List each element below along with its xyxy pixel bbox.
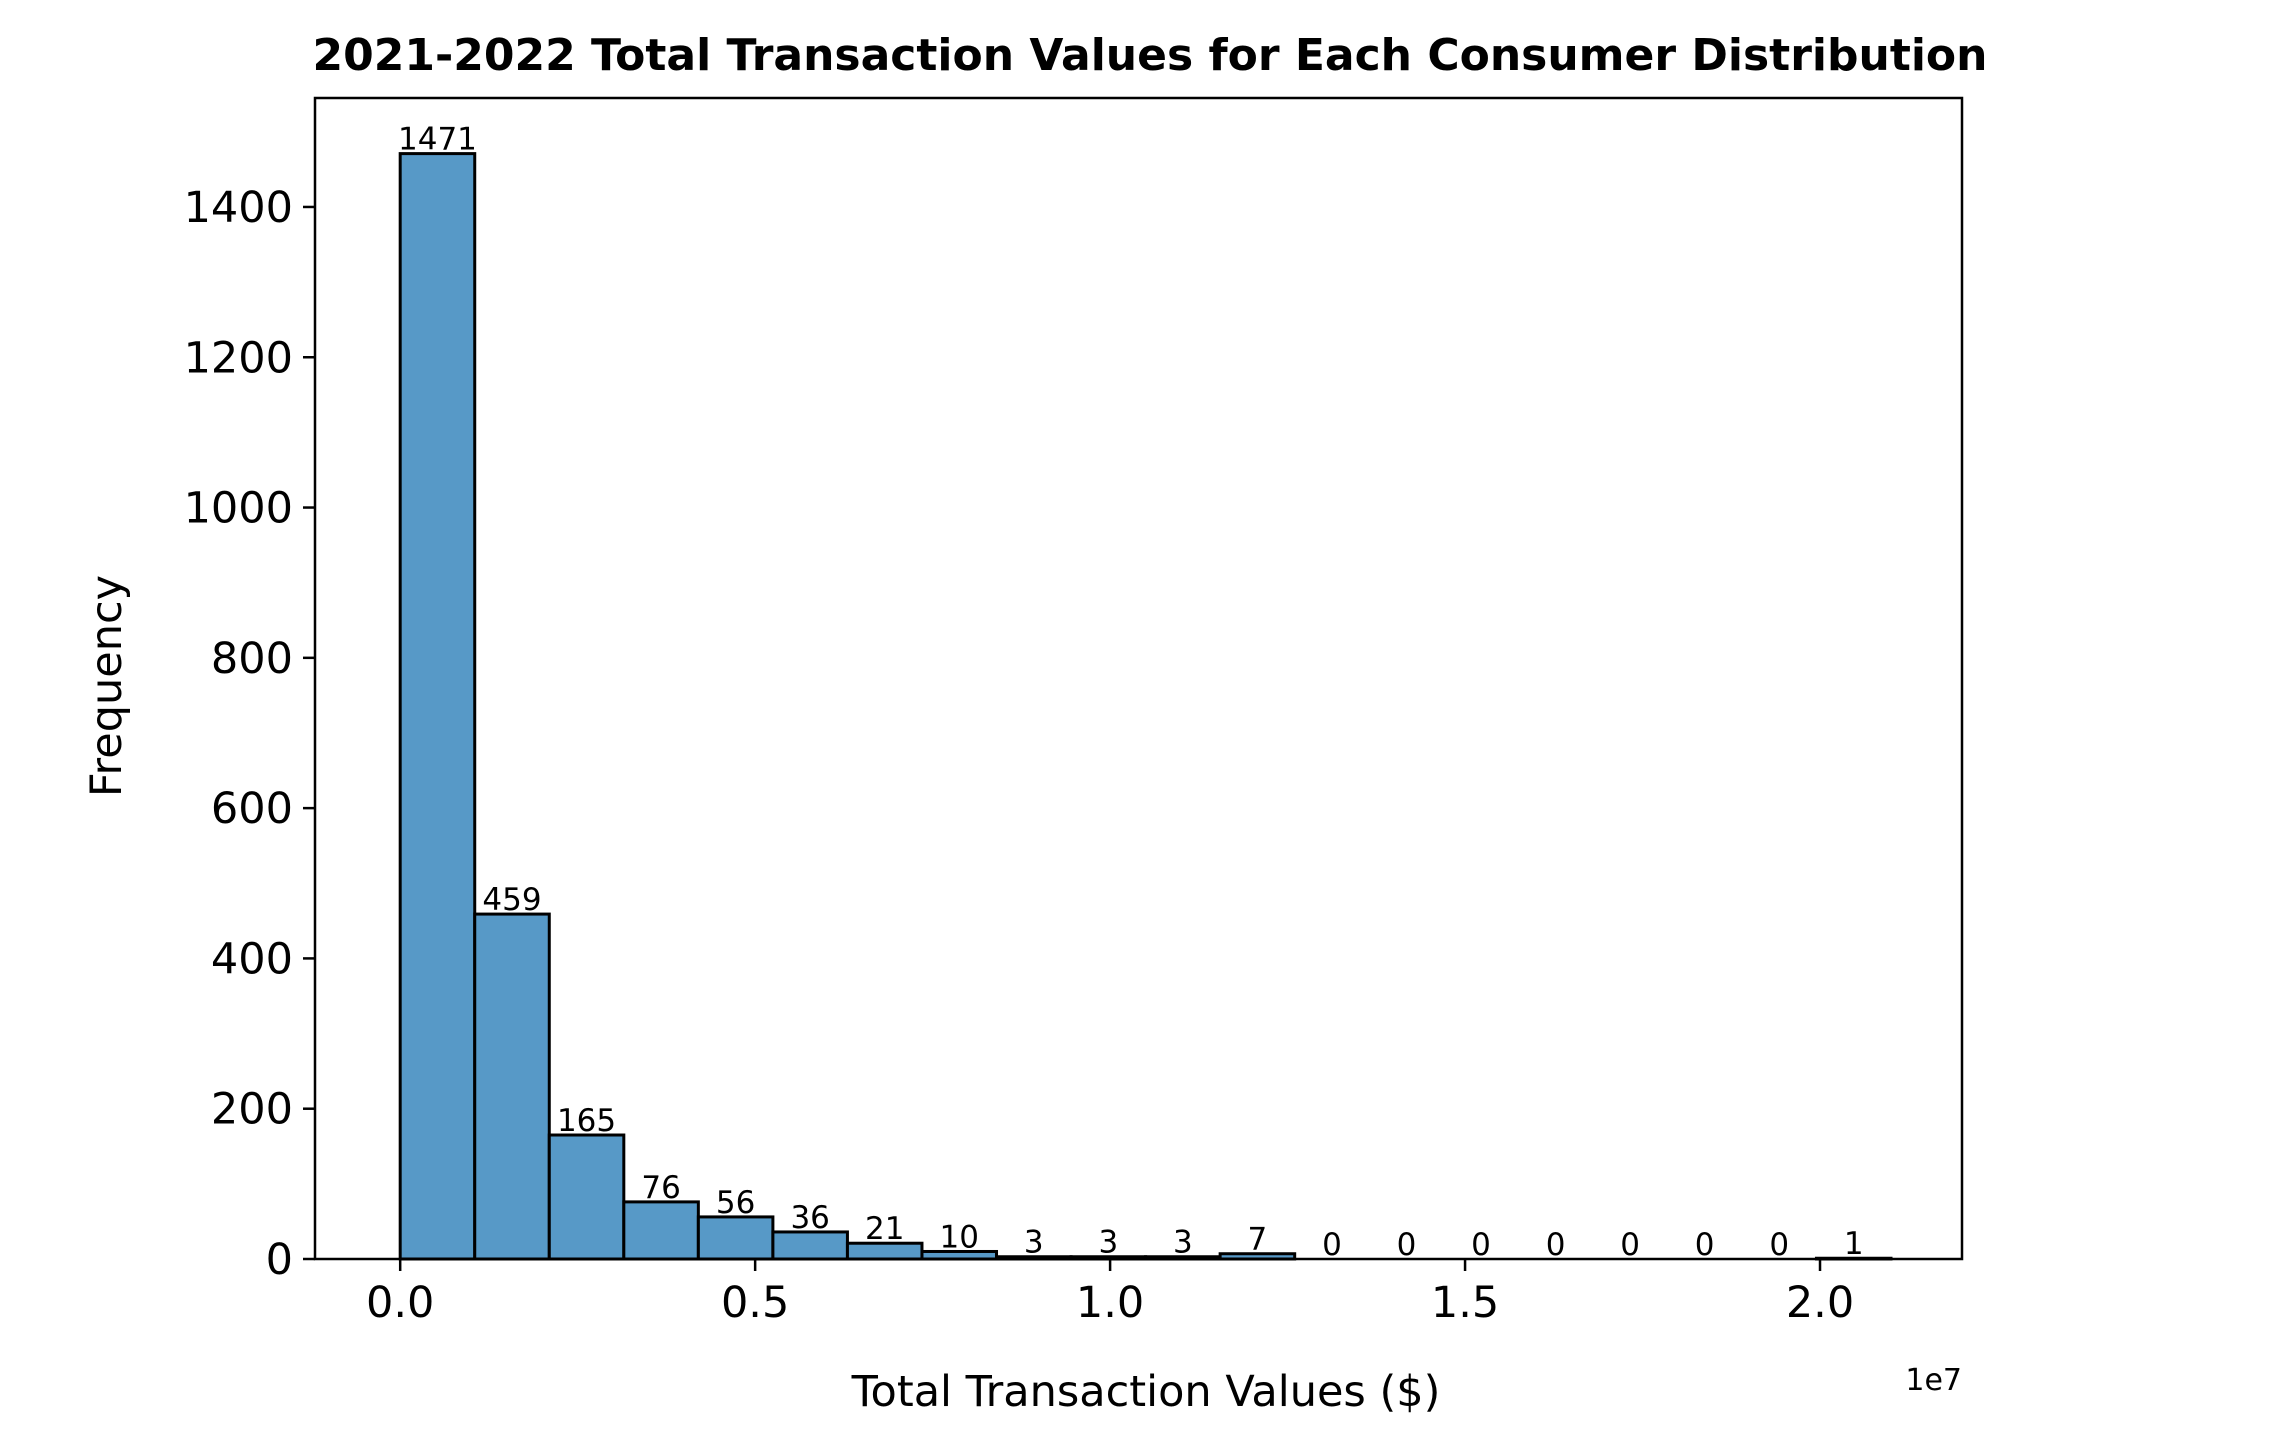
bar-value-label: 3 xyxy=(1173,1225,1193,1261)
bar-value-label: 1471 xyxy=(398,122,477,158)
histogram-bar xyxy=(398,152,477,1261)
y-tick-label: 1000 xyxy=(184,484,293,534)
bar-value-label: 459 xyxy=(482,882,541,918)
plot-frame xyxy=(313,96,1964,1261)
histogram-bar xyxy=(547,1133,626,1261)
histogram-bar xyxy=(473,912,551,1261)
bar-value-label: 1 xyxy=(1844,1226,1864,1262)
histogram-bar xyxy=(696,1215,775,1261)
bar-value-label: 0 xyxy=(1397,1227,1417,1263)
chart-title: 2021-2022 Total Transaction Values for E… xyxy=(313,30,1988,81)
y-tick-label: 1200 xyxy=(184,333,293,383)
bar-value-label: 7 xyxy=(1248,1222,1268,1258)
x-tick-label: 1.5 xyxy=(1431,1278,1499,1328)
bar-value-label: 165 xyxy=(557,1103,616,1139)
x-tick-label: 1.0 xyxy=(1076,1278,1144,1328)
bar-value-label: 76 xyxy=(641,1170,680,1206)
bar-value-label: 0 xyxy=(1546,1227,1566,1263)
bar-value-label: 0 xyxy=(1322,1227,1342,1263)
bar-value-label: 36 xyxy=(790,1200,829,1236)
bar-value-label: 10 xyxy=(940,1219,979,1255)
y-tick-label: 0 xyxy=(266,1235,293,1285)
bar-value-label: 21 xyxy=(865,1211,904,1247)
bar-value-label: 3 xyxy=(1098,1225,1118,1261)
bar-labels-layer: 1471 459 165 76 56 36 21 10 3 3 3 7 0 0 0 0 0 0 0 1 xyxy=(398,122,1864,1263)
bar-value-label: 0 xyxy=(1769,1227,1789,1263)
bar-value-label: 0 xyxy=(1471,1227,1491,1263)
y-tick-label: 1400 xyxy=(184,183,293,233)
histogram-bar xyxy=(771,1230,849,1261)
x-tick-label: 0.5 xyxy=(721,1278,789,1328)
x-axis: 0.0 0.5 1.0 1.5 2.0 xyxy=(366,1259,1854,1328)
y-tick-label: 200 xyxy=(211,1085,293,1135)
y-axis-label: Frequency xyxy=(82,575,132,797)
y-tick-label: 400 xyxy=(211,934,293,984)
histogram-bar xyxy=(622,1200,700,1261)
x-tick-label: 0.0 xyxy=(366,1278,434,1328)
y-axis: 0 200 400 600 800 1000 1200 1400 xyxy=(184,183,315,1285)
bar-value-label: 0 xyxy=(1620,1227,1640,1263)
x-tick-label: 2.0 xyxy=(1786,1278,1854,1328)
bar-value-label: 56 xyxy=(716,1185,755,1221)
bar-value-label: 0 xyxy=(1695,1227,1715,1263)
bar-value-label: 3 xyxy=(1024,1225,1044,1261)
x-axis-offset-label: 1e7 xyxy=(1905,1363,1962,1398)
y-tick-label: 800 xyxy=(211,634,293,684)
x-axis-label: Total Transaction Values ($) xyxy=(851,1367,1441,1417)
y-tick-label: 600 xyxy=(211,784,293,834)
bars-layer xyxy=(398,152,1893,1261)
